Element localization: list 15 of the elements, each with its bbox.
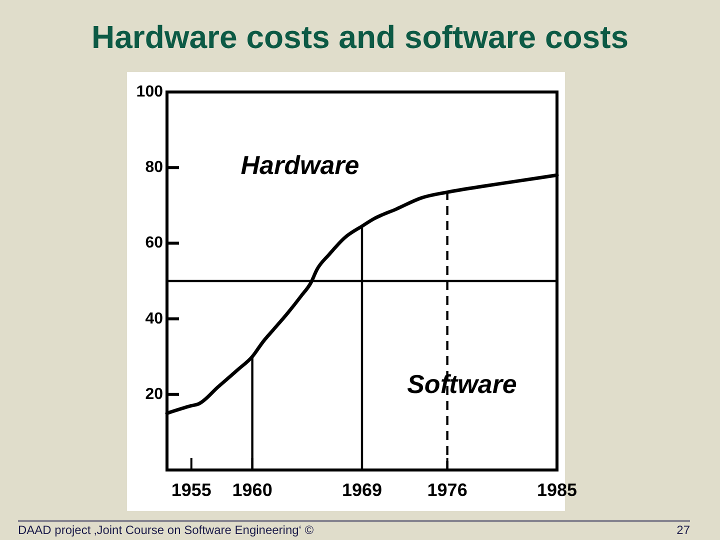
annotation: Hardware	[240, 150, 360, 180]
x-tick-label: 1969	[342, 480, 382, 500]
y-tick-label: 40	[145, 310, 164, 328]
y-tick-label: 60	[145, 234, 164, 252]
text: DAAD project ‚Joint Course on Software Engineering‘ ©	[18, 523, 314, 537]
text: 27	[676, 523, 690, 537]
y-tick-label: 20	[145, 386, 164, 403]
y-tick-label: 100	[136, 84, 164, 100]
annotation: Software	[407, 369, 517, 399]
x-tick-label: 1960	[232, 480, 272, 500]
chart-title: Hardware costs and software costs	[91, 19, 629, 55]
x-tick-label: 1976	[427, 480, 468, 500]
x-tick-label: 1985	[536, 480, 578, 500]
x-tick-label: 1955	[171, 480, 212, 500]
y-tick-label: 80	[145, 159, 164, 176]
